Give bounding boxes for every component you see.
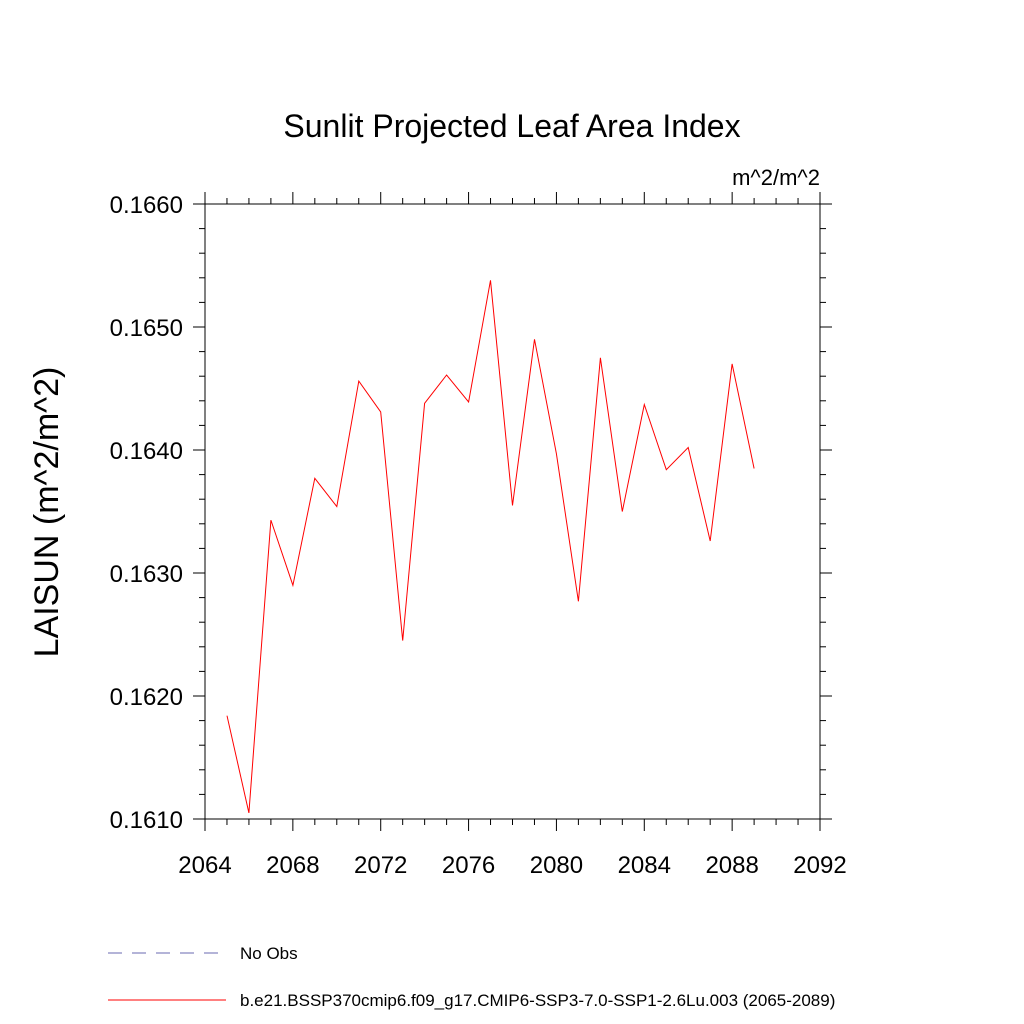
- y-axis-label: LAISUN (m^2/m^2): [28, 367, 66, 658]
- y-tick-label: 0.1640: [110, 438, 183, 465]
- x-tick-label: 2072: [354, 852, 407, 879]
- x-tick-label: 2064: [178, 852, 231, 879]
- plot-frame: [204, 203, 821, 820]
- series-layer: [226, 280, 755, 814]
- axis-tick-labels: 2064 2068 2072 2076 2080 2084 2088 2092 0.1610 0.…: [110, 192, 847, 879]
- y-tick-label: 0.1630: [110, 561, 183, 588]
- axis-ticks: [193, 192, 832, 831]
- units-label: m^2/m^2: [732, 165, 820, 190]
- legend-label: b.e21.BSSP370cmip6.f09_g17.CMIP6-SSP3-7.…: [240, 991, 835, 1010]
- y-tick-label: 0.1650: [110, 315, 183, 342]
- x-tick-label: 2092: [793, 852, 846, 879]
- x-tick-label: 2080: [530, 852, 583, 879]
- y-tick-label: 0.1610: [110, 807, 183, 834]
- legend-label: No Obs: [240, 944, 298, 963]
- series-line: [226, 280, 755, 814]
- y-tick-label: 0.1620: [110, 684, 183, 711]
- x-tick-label: 2088: [705, 852, 758, 879]
- y-tick-label: 0.1660: [110, 192, 183, 219]
- x-tick-label: 2068: [266, 852, 319, 879]
- legend: No Obs b.e21.BSSP370cmip6.f09_g17.CMIP6-S…: [108, 944, 835, 1010]
- x-tick-label: 2076: [442, 852, 495, 879]
- chart-title: Sunlit Projected Leaf Area Index: [283, 108, 740, 144]
- x-tick-label: 2084: [618, 852, 671, 879]
